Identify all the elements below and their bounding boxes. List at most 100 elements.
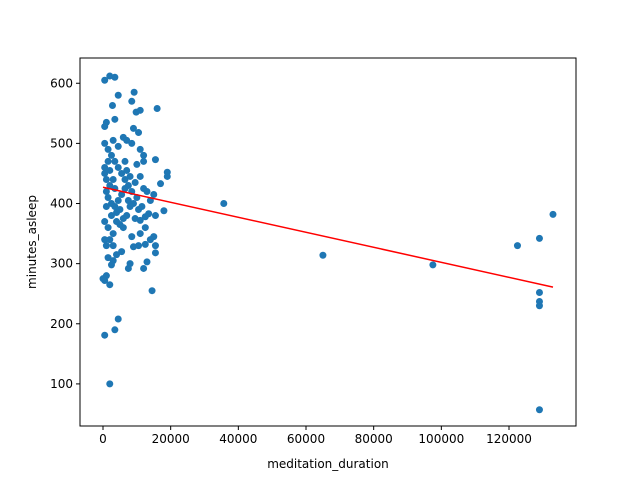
point (124, 197, 132, 205)
point (128, 97, 136, 105)
fit-line (102, 186, 554, 288)
point (123, 212, 131, 220)
point (99, 275, 107, 283)
point (107, 261, 115, 269)
y-tick-label: 200 (50, 317, 73, 331)
point (143, 258, 151, 266)
point (131, 215, 139, 223)
point (114, 197, 122, 205)
point (121, 175, 129, 183)
point (535, 234, 543, 242)
point (104, 194, 112, 202)
point (220, 200, 228, 208)
point (135, 129, 143, 137)
point (104, 254, 112, 262)
point (104, 157, 112, 165)
y-tick-label: 600 (50, 76, 73, 90)
point (121, 157, 129, 165)
point (101, 218, 109, 226)
point (140, 151, 148, 159)
y-tick-label: 300 (50, 257, 73, 271)
point (102, 242, 110, 250)
point (109, 136, 117, 144)
point (113, 251, 121, 259)
point (141, 213, 149, 221)
point (151, 249, 159, 257)
point (535, 406, 543, 414)
point (130, 88, 138, 96)
point (114, 91, 122, 99)
point (104, 145, 112, 153)
point (113, 218, 121, 226)
point (133, 160, 141, 168)
y-tick-label: 400 (50, 197, 73, 211)
point (429, 261, 437, 269)
point (111, 115, 119, 123)
point (146, 236, 154, 244)
point (101, 163, 109, 171)
point (101, 139, 109, 147)
point (141, 224, 149, 232)
point (123, 166, 131, 174)
point (106, 166, 114, 174)
point (107, 151, 115, 159)
point (108, 102, 116, 110)
y-tick-label: 500 (50, 136, 73, 150)
y-axis-label: minutes_asleep (25, 195, 39, 289)
point (102, 187, 110, 195)
point (535, 289, 543, 297)
point (114, 163, 122, 171)
point (128, 139, 136, 147)
point (126, 172, 134, 180)
point (153, 105, 161, 113)
point (107, 212, 115, 220)
point (106, 380, 114, 388)
point (140, 264, 148, 272)
point (118, 248, 126, 256)
point (319, 251, 327, 259)
point (106, 181, 114, 189)
point (109, 242, 117, 250)
point (118, 190, 126, 198)
x-tick-label: 0 (99, 432, 107, 446)
point (151, 156, 159, 164)
point (143, 187, 151, 195)
point (111, 157, 119, 165)
point (102, 175, 110, 183)
point (128, 233, 136, 241)
point (131, 178, 139, 186)
point (123, 136, 131, 144)
point (106, 236, 114, 244)
point (535, 302, 543, 310)
point (136, 230, 144, 238)
x-tick-label: 100000 (418, 432, 464, 446)
point (129, 200, 137, 208)
point (104, 224, 112, 232)
x-axis-label: meditation_duration (267, 457, 389, 471)
y-tick-label: 100 (50, 377, 73, 391)
point (136, 145, 144, 153)
point (151, 242, 159, 250)
point (129, 124, 137, 132)
point (141, 240, 149, 248)
point (101, 331, 109, 339)
point (160, 207, 168, 215)
point (111, 203, 119, 211)
point (111, 73, 119, 81)
point (136, 172, 144, 180)
point (101, 123, 109, 131)
point (151, 212, 159, 220)
point (106, 281, 114, 289)
point (148, 287, 156, 295)
point (121, 184, 129, 192)
point (101, 169, 109, 177)
x-tick-label: 20000 (152, 432, 190, 446)
point (109, 175, 117, 183)
point (136, 106, 144, 114)
point (118, 169, 126, 177)
point (140, 157, 148, 165)
x-tick-label: 120000 (486, 432, 532, 446)
x-tick-label: 60000 (287, 432, 325, 446)
x-tick-label: 40000 (219, 432, 257, 446)
